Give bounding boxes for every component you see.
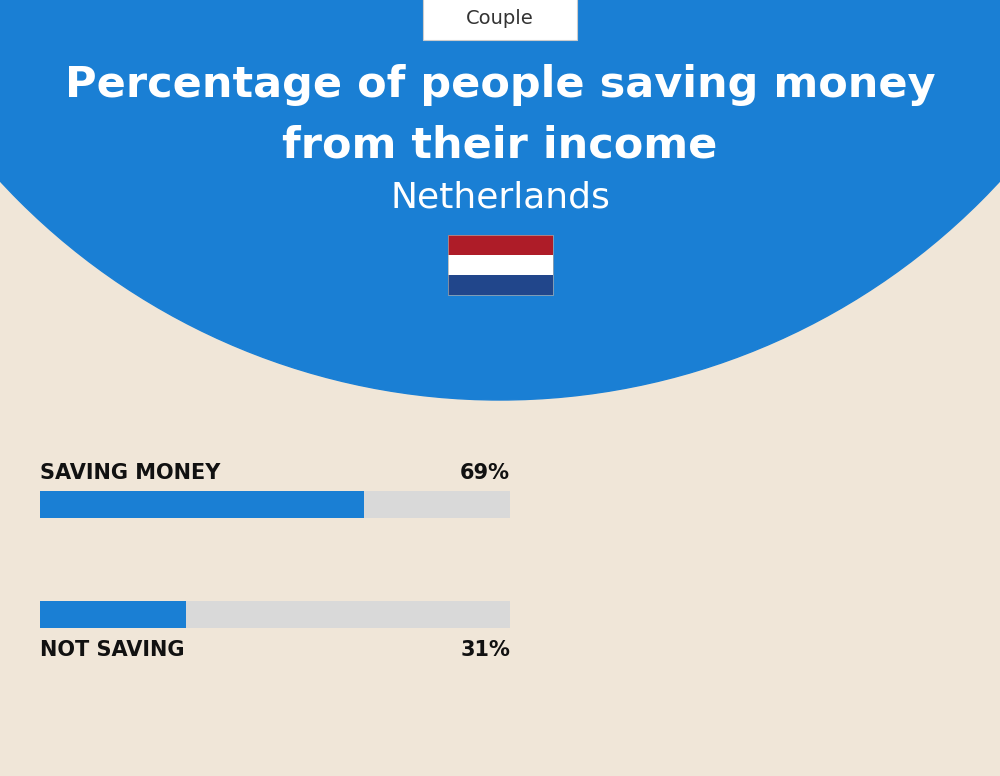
Text: 69%: 69%: [460, 463, 510, 483]
Bar: [40, 491, 364, 518]
Bar: [40, 601, 510, 628]
Text: 31%: 31%: [460, 640, 510, 660]
Bar: [448, 235, 552, 295]
Text: Netherlands: Netherlands: [390, 181, 610, 215]
Bar: [448, 235, 552, 255]
Text: SAVING MONEY: SAVING MONEY: [40, 463, 220, 483]
FancyBboxPatch shape: [423, 0, 577, 40]
Bar: [40, 601, 186, 628]
Text: Percentage of people saving money: Percentage of people saving money: [65, 64, 935, 106]
Text: from their income: from their income: [282, 124, 718, 166]
Bar: [448, 275, 552, 295]
Text: NOT SAVING: NOT SAVING: [40, 640, 184, 660]
Bar: [448, 255, 552, 275]
Bar: [40, 491, 510, 518]
Text: Couple: Couple: [466, 9, 534, 27]
Circle shape: [0, 0, 1000, 400]
